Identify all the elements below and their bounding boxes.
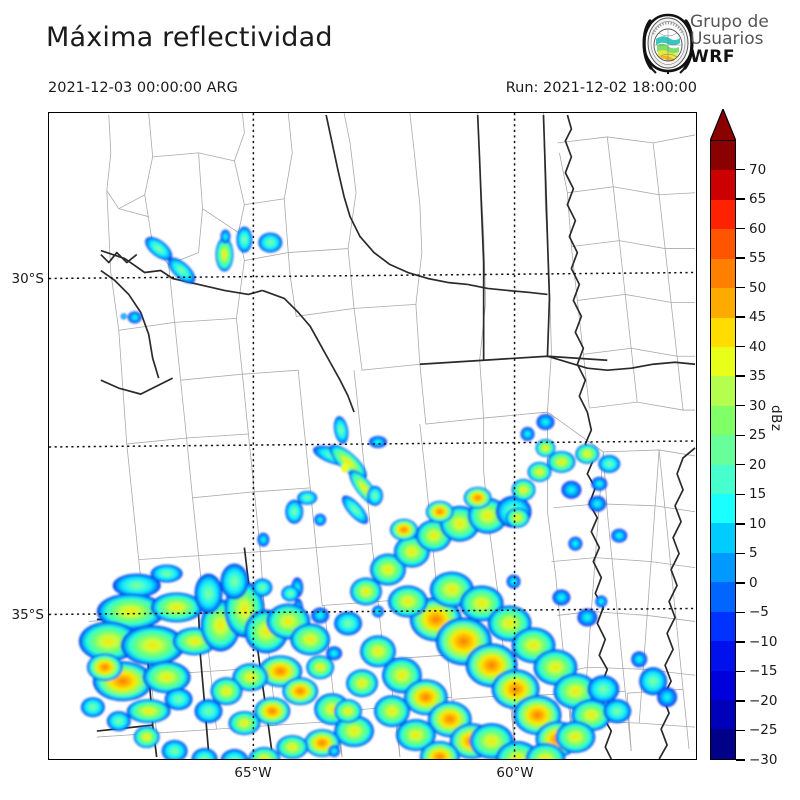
colorbar-swatch (711, 170, 735, 200)
colorbar-tick-label: −5 (749, 604, 769, 621)
colorbar-swatch (711, 141, 735, 171)
colorbar-tick-mark (736, 257, 745, 259)
colorbar-tick-mark (736, 700, 745, 702)
colorbar-tick-mark (736, 582, 745, 584)
colorbar-tick-label: 55 (749, 250, 767, 267)
colorbar-swatch (711, 229, 735, 259)
colorbar-tick-label: −15 (749, 663, 778, 680)
colorbar-tick-label: −10 (749, 633, 778, 650)
colorbar-tick-mark (736, 523, 745, 525)
colorbar-swatch (711, 729, 735, 759)
colorbar-tick-label: 70 (749, 161, 767, 178)
colorbar-tick-label: 25 (749, 427, 767, 444)
colorbar-tick-mark (736, 641, 745, 643)
colorbar-swatch (711, 464, 735, 495)
colorbar-tick-mark (736, 345, 745, 348)
wrf-user-group-logo: Grupo de Usuarios WRF (640, 12, 798, 74)
page-title: Máxima reflectividad (46, 22, 333, 53)
colorbar-tick-mark (736, 611, 745, 614)
colorbar-swatch (711, 288, 735, 318)
colorbar-tick-label: 20 (749, 456, 767, 473)
colorbar-tick-label: 10 (749, 515, 767, 532)
run-time-label: Run: 2021-12-02 18:00:00 (505, 80, 697, 96)
colorbar-tick-label: 50 (749, 279, 767, 296)
colorbar-swatches (710, 140, 736, 760)
colorbar-tick-label: 30 (749, 397, 767, 414)
lat-tick-label-30S: 30°S (11, 271, 45, 287)
colorbar-extend-arrow-icon (710, 109, 736, 141)
reflectivity-map[interactable] (48, 112, 697, 760)
colorbar-tick-label: 40 (749, 338, 767, 355)
colorbar-tick-mark (736, 198, 745, 200)
lon-tick-label-65W: 65°W (234, 765, 272, 781)
colorbar-ticks: 70 65 60 55 50 45 40 35 30 25 20 15 10 5 0 −5 −10 −15 −20−… (736, 140, 796, 768)
colorbar-tick-label: 0 (749, 574, 758, 591)
colorbar-tick-label: −30 (749, 752, 778, 768)
colorbar-tick-mark (736, 227, 745, 230)
lat-tick-label-35S: 35°S (11, 607, 45, 623)
colorbar-tick-label: −25 (749, 722, 778, 739)
colorbar-swatch (711, 582, 735, 612)
colorbar-swatch (711, 494, 735, 524)
colorbar-swatch (711, 376, 735, 406)
colorbar-tick-mark (736, 375, 745, 377)
lon-tick-label-60W: 60°W (496, 765, 534, 781)
colorbar-tick-label: 35 (749, 368, 767, 385)
colorbar-tick-label: 5 (749, 545, 758, 562)
colorbar-tick-mark (736, 405, 745, 407)
colorbar-axis-label: dBz (768, 405, 784, 432)
logo-line-2: Usuarios (690, 29, 764, 50)
colorbar-swatch (711, 523, 735, 553)
colorbar-swatch (711, 670, 735, 701)
colorbar-tick-mark (736, 552, 745, 555)
map-canvas (49, 113, 696, 759)
colorbar-tick-label: 45 (749, 309, 767, 326)
colorbar-swatch (711, 199, 735, 230)
colorbar-swatch (711, 258, 735, 289)
logo-line-1: Grupo de (690, 12, 769, 32)
colorbar-swatch (711, 317, 735, 347)
colorbar-swatch (711, 641, 735, 671)
colorbar-tick-mark (736, 729, 745, 732)
colorbar-tick-mark (736, 464, 745, 466)
reflectivity-colorbar: 70 65 60 55 50 45 40 35 30 25 20 15 10 5 0 −5 −10 −15 −20−… (710, 109, 778, 768)
colorbar-tick-mark (736, 434, 745, 436)
colorbar-tick-label: 60 (749, 220, 767, 237)
colorbar-tick-mark (736, 316, 745, 318)
colorbar-swatch (711, 405, 735, 436)
colorbar-swatch (711, 346, 735, 377)
logo-text: Grupo de Usuarios WRF (690, 12, 769, 67)
colorbar-tick-mark (736, 759, 745, 761)
colorbar-tick-label: 65 (749, 191, 767, 208)
logo-line-3: WRF (690, 46, 735, 67)
colorbar-tick-mark (736, 286, 745, 289)
colorbar-tick-label: 15 (749, 486, 767, 503)
colorbar-tick-mark (736, 670, 745, 673)
colorbar-tick-mark (736, 493, 745, 495)
valid-time-label: 2021-12-03 00:00:00 ARG (48, 80, 238, 96)
colorbar-swatch (711, 552, 735, 583)
wrf-user-group-globe-emblem (642, 13, 694, 74)
colorbar-swatch (711, 435, 735, 465)
colorbar-tick-label: −20 (749, 692, 778, 709)
colorbar-swatch (711, 611, 735, 642)
colorbar-swatch (711, 700, 735, 730)
colorbar-tick-mark (736, 168, 745, 171)
